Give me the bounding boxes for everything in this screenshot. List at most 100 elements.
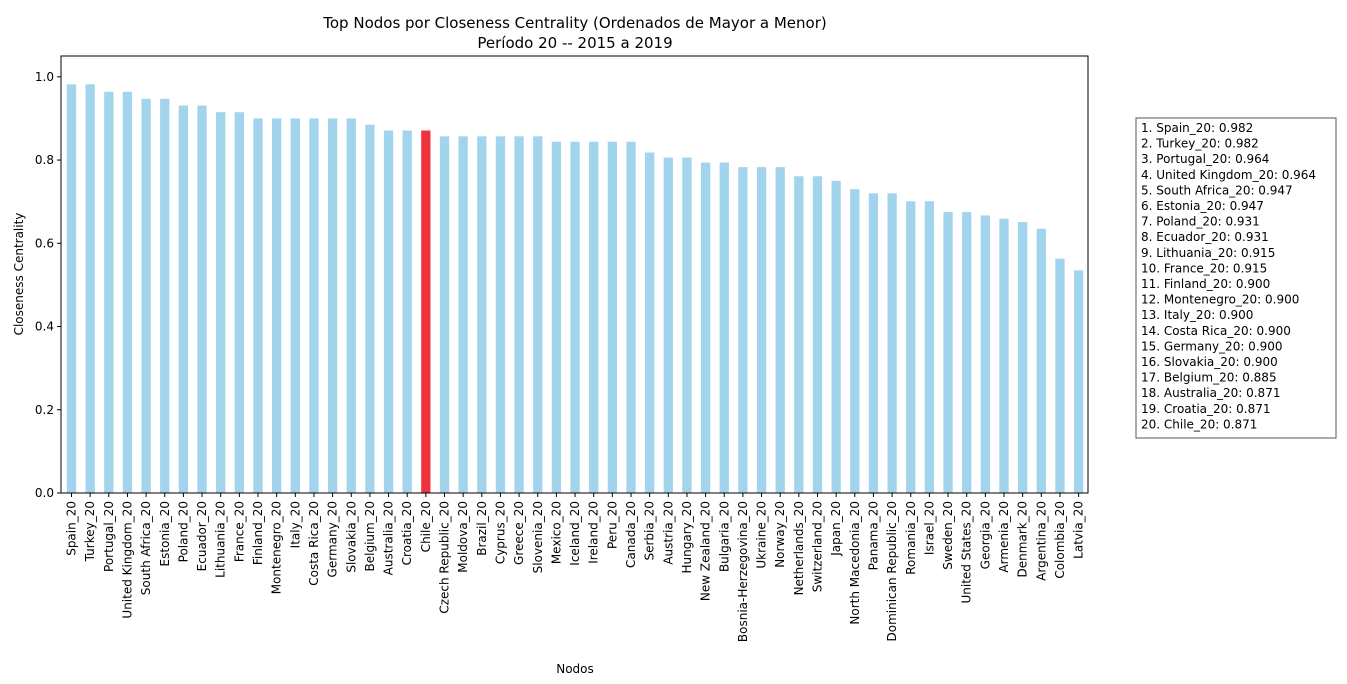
bar-new-zealand-20 — [700, 162, 711, 494]
x-axis: Spain_20 Turkey_20 Portugal_20 United Kingd… — [65, 493, 1086, 642]
bar-greece-20 — [514, 136, 524, 493]
x-tick-label: Italy_20 — [288, 501, 302, 548]
legend-entry: 11. Finland_20: 0.900 — [1141, 277, 1270, 291]
x-tick-label: Australia_20 — [382, 501, 396, 575]
bar-brazil-20 — [477, 136, 487, 493]
x-tick-label: Switzerland_20 — [811, 501, 825, 592]
bar-united-kingdom-20 — [122, 91, 133, 493]
x-tick-label: Montenegro_20 — [270, 501, 284, 594]
bar-ecuador-20 — [197, 105, 207, 493]
x-tick-label: Armenia_20 — [997, 501, 1011, 573]
bar-norway-20 — [775, 167, 785, 493]
bar-czech-republic-20 — [439, 136, 450, 493]
x-tick-label: Iceland_20 — [568, 501, 582, 566]
x-tick-label: Canada_20 — [624, 501, 638, 568]
bar-netherlands-20 — [794, 176, 804, 493]
bar-turkey-20 — [85, 84, 95, 494]
x-tick-label: Serbia_20 — [643, 501, 657, 561]
legend-entry: 8. Ecuador_20: 0.931 — [1141, 230, 1269, 244]
bar-slovenia-20 — [533, 136, 543, 493]
bar-latvia-20 — [1073, 270, 1084, 493]
x-tick-label: France_20 — [232, 501, 246, 562]
x-tick-label: Czech Republic_20 — [438, 501, 452, 614]
legend-entry: 1. Spain_20: 0.982 — [1141, 121, 1253, 135]
bar-south-africa-20 — [141, 98, 151, 494]
chart-subtitle: Período 20 -- 2015 a 2019 — [477, 34, 672, 52]
bar-peru-20 — [607, 141, 617, 494]
x-tick-label: North Macedonia_20 — [848, 501, 862, 625]
y-tick-label: 0.8 — [35, 153, 54, 167]
x-tick-label: Panama_20 — [866, 501, 880, 570]
x-tick-label: Georgia_20 — [978, 501, 992, 569]
x-tick-label: Lithuania_20 — [214, 501, 228, 578]
legend-entry: 7. Poland_20: 0.931 — [1141, 215, 1260, 229]
x-tick-label: Israel_20 — [922, 501, 936, 555]
bar-georgia-20 — [980, 215, 990, 493]
x-tick-label: Germany_20 — [326, 501, 340, 577]
x-tick-label: Greece_20 — [512, 501, 526, 565]
x-tick-label: Ecuador_20 — [195, 501, 209, 571]
chart-title: Top Nodos por Closeness Centrality (Orde… — [322, 14, 826, 32]
x-tick-label: Bulgaria_20 — [717, 501, 731, 572]
x-tick-label: New Zealand_20 — [699, 501, 713, 601]
bars-group — [66, 84, 1084, 494]
bar-bosnia-herzegovina-20 — [738, 167, 748, 493]
legend-entry: 4. United Kingdom_20: 0.964 — [1141, 168, 1316, 182]
y-tick-label: 0.2 — [35, 403, 54, 417]
legend-entry: 16. Slovakia_20: 0.900 — [1141, 355, 1278, 369]
x-tick-label: Cyprus_20 — [493, 501, 507, 564]
bar-armenia-20 — [999, 218, 1009, 494]
x-tick-label: Hungary_20 — [680, 501, 694, 574]
x-tick-label: Belgium_20 — [363, 501, 377, 571]
x-tick-label: Colombia_20 — [1053, 501, 1067, 579]
x-tick-label: Japan_20 — [829, 501, 843, 557]
bar-colombia-20 — [1055, 258, 1065, 493]
x-tick-label: Brazil_20 — [475, 501, 489, 556]
legend-entry: 3. Portugal_20: 0.964 — [1141, 152, 1269, 166]
x-tick-label: Slovenia_20 — [531, 501, 545, 573]
bar-dominican-republic-20 — [887, 193, 897, 493]
legend-entry: 15. Germany_20: 0.900 — [1141, 339, 1283, 353]
bar-spain-20 — [66, 84, 77, 494]
x-tick-label: Netherlands_20 — [792, 501, 806, 595]
x-tick-label: Costa Rica_20 — [307, 501, 321, 586]
bar-italy-20 — [290, 118, 300, 494]
legend-box — [1135, 117, 1337, 439]
x-tick-label: Mexico_20 — [549, 501, 563, 564]
x-tick-label: Ukraine_20 — [755, 501, 769, 569]
bar-united-states-20 — [962, 212, 972, 493]
y-tick-label: 0.6 — [35, 236, 54, 250]
x-tick-label: Estonia_20 — [158, 501, 172, 566]
x-tick-label: Spain_20 — [65, 501, 79, 556]
y-tick-label: 1.0 — [35, 70, 54, 84]
bar-bulgaria-20 — [719, 162, 729, 494]
bar-estonia-20 — [160, 98, 170, 494]
bar-cyprus-20 — [495, 136, 506, 493]
bar-switzerland-20 — [812, 176, 823, 493]
y-axis: 0.0 0.2 0.4 0.6 0.8 1.0 — [35, 70, 61, 500]
bar-germany-20 — [327, 118, 338, 494]
legend-entry: 14. Costa Rica_20: 0.900 — [1141, 324, 1291, 338]
bar-france-20 — [234, 112, 244, 493]
y-axis-label: Closeness Centrality — [12, 213, 26, 336]
bar-serbia-20 — [645, 152, 655, 493]
bar-croatia-20 — [402, 130, 412, 493]
legend-entry: 17. Belgium_20: 0.885 — [1141, 371, 1277, 385]
x-tick-label: Bosnia-Herzegovina_20 — [736, 501, 750, 642]
x-tick-label: Latvia_20 — [1072, 501, 1086, 559]
legend-entry: 9. Lithuania_20: 0.915 — [1141, 246, 1275, 260]
bar-ukraine-20 — [756, 167, 767, 493]
x-tick-label: Croatia_20 — [400, 501, 414, 565]
x-tick-label: Chile_20 — [419, 501, 433, 552]
x-tick-label: Peru_20 — [605, 501, 619, 549]
x-tick-label: United States_20 — [960, 501, 974, 604]
bar-mexico-20 — [551, 141, 562, 494]
x-tick-label: Sweden_20 — [941, 501, 955, 570]
x-tick-label: Dominican Republic_20 — [885, 501, 899, 641]
x-tick-label: Portugal_20 — [102, 501, 116, 572]
bar-iceland-20 — [570, 141, 580, 494]
bar-sweden-20 — [943, 212, 953, 493]
legend: 1. Spain_20: 0.982 2. Turkey_20: 0.9823. … — [1135, 117, 1337, 439]
legend-entry: 6. Estonia_20: 0.947 — [1141, 199, 1264, 213]
bar-austria-20 — [663, 157, 673, 494]
